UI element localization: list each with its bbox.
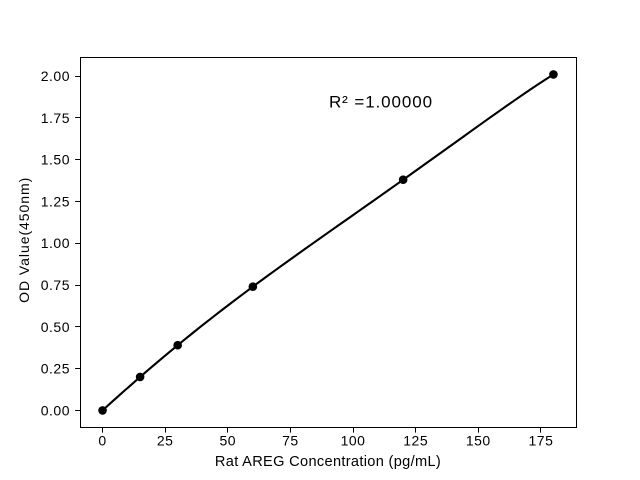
- svg-text:175: 175: [529, 433, 554, 449]
- svg-text:1.25: 1.25: [41, 193, 70, 209]
- svg-text:50: 50: [220, 433, 237, 449]
- svg-text:0: 0: [98, 433, 106, 449]
- svg-text:25: 25: [157, 433, 174, 449]
- svg-text:75: 75: [282, 433, 299, 449]
- svg-text:0.00: 0.00: [41, 402, 70, 418]
- svg-text:1.00: 1.00: [41, 235, 70, 251]
- svg-text:125: 125: [403, 433, 428, 449]
- svg-text:100: 100: [341, 433, 366, 449]
- svg-text:1.75: 1.75: [41, 110, 70, 126]
- svg-text:R² =1.00000: R² =1.00000: [329, 93, 433, 112]
- svg-text:0.50: 0.50: [41, 319, 70, 335]
- svg-text:0.25: 0.25: [41, 361, 70, 377]
- svg-text:1.50: 1.50: [41, 152, 70, 168]
- svg-text:2.00: 2.00: [41, 68, 70, 84]
- svg-text:0.75: 0.75: [41, 277, 70, 293]
- svg-text:Rat AREG Concentration (pg/mL): Rat AREG Concentration (pg/mL): [215, 454, 441, 470]
- svg-text:OD Value(450nm): OD Value(450nm): [16, 177, 32, 303]
- svg-text:150: 150: [466, 433, 491, 449]
